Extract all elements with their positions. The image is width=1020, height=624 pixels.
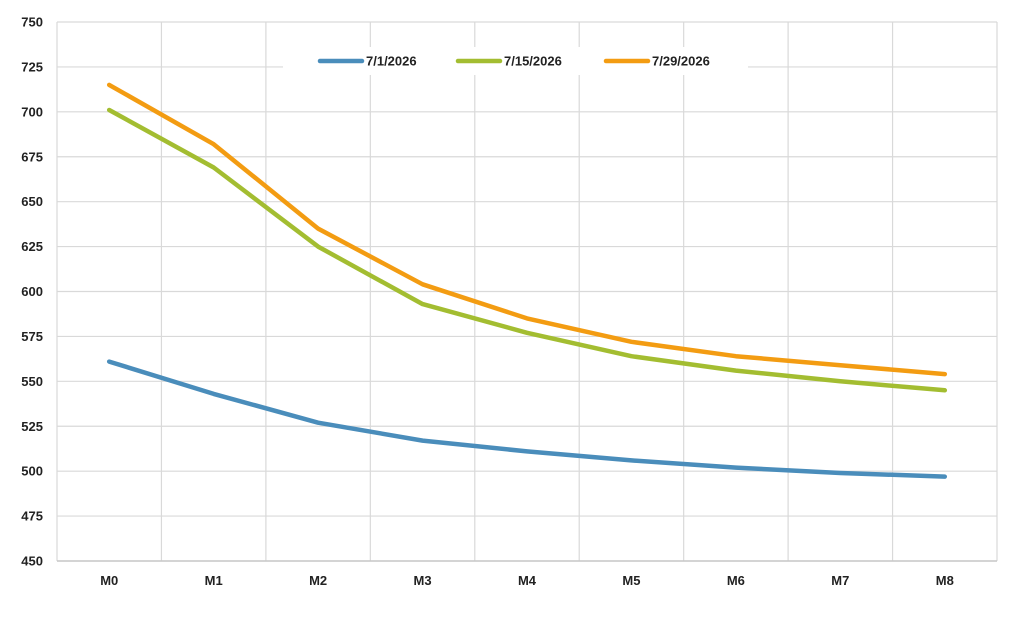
x-tick-label: M8 xyxy=(936,573,954,588)
y-tick-label: 650 xyxy=(21,194,43,209)
legend-label-2: 7/29/2026 xyxy=(652,54,710,69)
y-tick-label: 725 xyxy=(21,59,43,74)
series-line-2 xyxy=(106,82,948,377)
x-tick-label: M7 xyxy=(831,573,849,588)
x-tick-label: M3 xyxy=(414,573,432,588)
y-tick-label: 550 xyxy=(21,374,43,389)
series-line-0 xyxy=(106,359,948,479)
y-tick-label: 625 xyxy=(21,239,43,254)
y-tick-label: 475 xyxy=(21,509,43,524)
y-tick-label: 675 xyxy=(21,149,43,164)
series-lines xyxy=(106,82,948,479)
x-tick-label: M2 xyxy=(309,573,327,588)
y-tick-label: 500 xyxy=(21,464,43,479)
y-tick-label: 575 xyxy=(21,329,43,344)
x-tick-label: M5 xyxy=(622,573,640,588)
y-tick-label: 700 xyxy=(21,104,43,119)
gridlines xyxy=(56,21,998,562)
legend-label-0: 7/1/2026 xyxy=(366,54,417,69)
y-tick-label: 600 xyxy=(21,284,43,299)
legend: 7/1/2026 7/15/2026 7/29/2026 xyxy=(283,47,748,75)
y-tick-label: 525 xyxy=(21,419,43,434)
y-tick-label: 750 xyxy=(21,15,43,30)
x-tick-label: M0 xyxy=(100,573,118,588)
x-tick-label: M6 xyxy=(727,573,745,588)
legend-label-1: 7/15/2026 xyxy=(504,54,562,69)
series-line-1 xyxy=(106,107,948,393)
x-tick-label: M4 xyxy=(518,573,537,588)
axes: 450 475 500 525 550 575 600 625 650 675 700 725 750 M… xyxy=(21,15,997,588)
y-tick-label: 450 xyxy=(21,554,43,569)
x-tick-label: M1 xyxy=(205,573,223,588)
